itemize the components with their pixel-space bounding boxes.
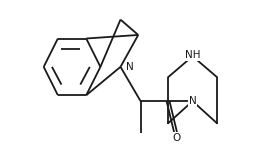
Text: N: N	[189, 96, 197, 106]
Text: N: N	[126, 62, 134, 72]
Text: NH: NH	[185, 50, 200, 60]
Text: O: O	[172, 133, 180, 143]
